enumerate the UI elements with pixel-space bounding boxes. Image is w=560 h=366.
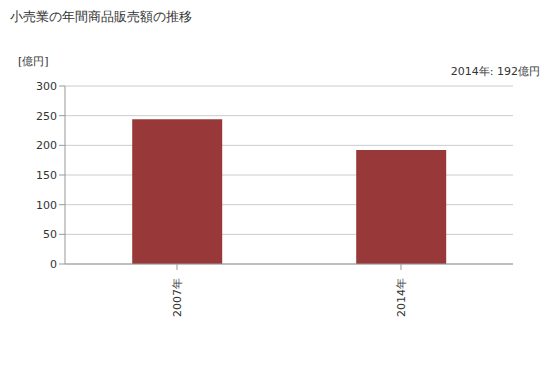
svg-text:2007年: 2007年 <box>171 278 184 317</box>
svg-text:200: 200 <box>36 139 57 152</box>
html-text:小売業の年間商品販売額の推移: 小売業の年間商品販売額の推移 <box>10 9 192 24</box>
svg-text:300: 300 <box>36 80 57 93</box>
svg-text:150: 150 <box>36 169 57 182</box>
svg-text:0: 0 <box>50 258 57 271</box>
svg-text:100: 100 <box>36 199 57 212</box>
svg-text:250: 250 <box>36 110 57 123</box>
svg-text:50: 50 <box>43 228 57 241</box>
html-text:[億円]: [億円] <box>18 55 49 68</box>
html-text:2014年: 192億円: 2014年: 192億円 <box>450 65 540 78</box>
svg-text:2014年: 2014年 <box>395 278 408 317</box>
